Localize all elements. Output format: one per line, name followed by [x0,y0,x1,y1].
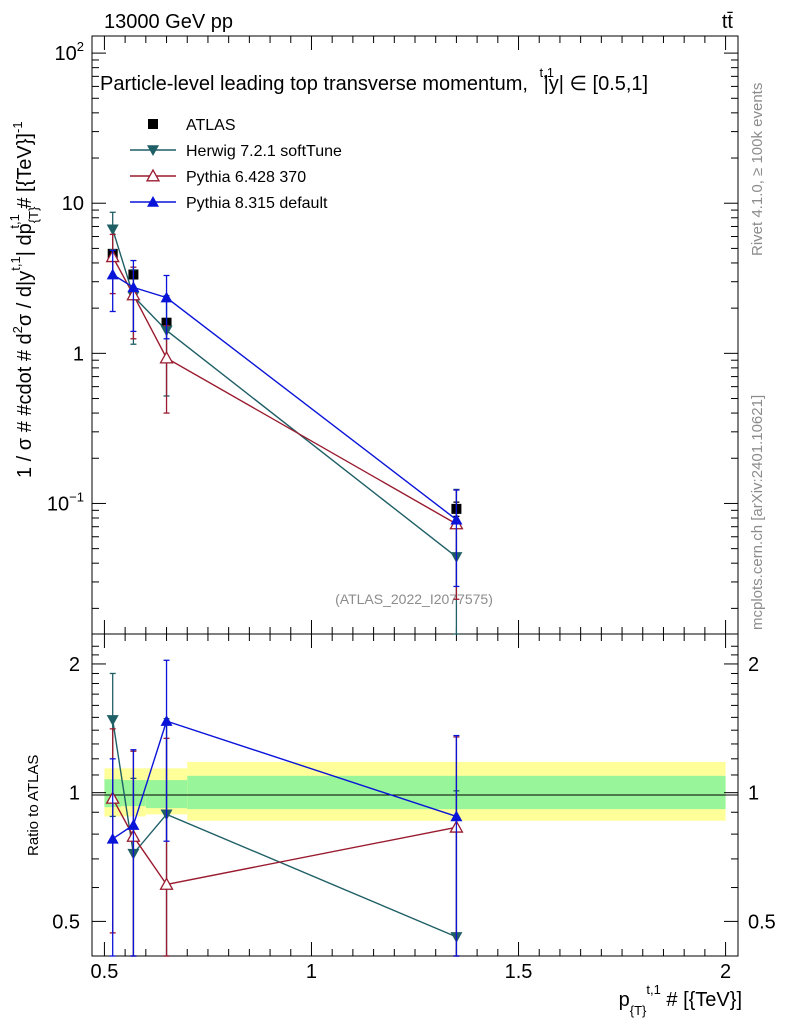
y-tick-label-main: 10−1 [47,489,84,515]
ratio-point-pythia-8-315-default [160,715,173,726]
ratio-y-axis-label: Ratio to ATLAS [25,755,42,856]
x-tick-label: 0.5 [91,961,119,983]
y-tick-label-ratio-right: 2 [748,654,759,676]
main-line-pythia-8-315-default [112,273,457,521]
legend: ATLAS Herwig 7.2.1 softTune Pythia 6.428… [130,117,342,212]
main-line-herwig-7-2-1-softtune [112,229,457,558]
y-tick-label-main: 10 [62,193,84,215]
y-tick-label-ratio-right: 1 [748,783,759,805]
legend-marker-pythia-8-315-default [147,196,159,207]
main-point-pythia-8-315-default [450,513,463,525]
ratio-point-pythia-8-315-default [450,810,463,822]
y-tick-label-ratio-right: 0.5 [748,911,776,933]
ratio-series [105,659,464,957]
title-text: Particle-level leading top transverse mo… [100,73,528,95]
x-tick-label: 2 [720,961,731,983]
title-range: ∈ [0.5,1] [570,73,649,95]
ratio-point-pythia-8-315-default [127,819,140,830]
main-line-pythia-6-428-370 [112,256,457,525]
y-tick-label-ratio-left: 1 [69,783,80,805]
analysis-watermark: (ATLAS_2022_I2077575) [335,591,493,607]
rivet-label: Rivet 4.1.0, ≥ 100k events [749,83,766,256]
plot-title: Particle-level leading top transverse mo… [100,60,648,95]
ratio-bands [104,761,726,821]
mcplots-label: mcplots.cern.ch [arXiv:2401.10621] [749,395,766,630]
legend-marker-pythia-6-428-370 [145,168,161,182]
title-y: y [549,73,559,95]
ratio-point-pythia-6-428-370 [159,877,174,890]
legend-label-pythia6: Pythia 6.428 370 [186,169,306,186]
ratio-point-pythia-8-315-default [106,832,119,844]
ratio-line-pythia-6-428-370 [112,797,457,886]
main-y-axis-label: 1 / σ # #cdot # d2σ / d|yt,1| dp{T}t,1 #… [7,121,41,478]
legend-label-herwig: Herwig 7.2.1 softTune [186,143,342,160]
x-tick-label: 1.5 [505,961,533,983]
energy-label: 13000 GeV pp [104,11,233,33]
title-y-sup: t,1 [540,65,554,80]
legend-marker-atlas [148,119,158,129]
main-point-herwig-7-2-1-softtune [106,224,119,236]
y-tick-label-ratio-left: 0.5 [52,911,80,933]
axis-tick-labels: 102 10 1 10−1 2 2 1 1 0.5 0.5 0.5 1 1.5 2 [47,39,776,983]
main-series [105,211,464,635]
legend-label-atlas: ATLAS [186,117,236,134]
axis-ticks [92,36,738,956]
y-tick-label-ratio-left: 2 [69,654,80,676]
main-point-pythia-8-315-default [106,268,119,280]
ratio-point-herwig-7-2-1-softtune [106,715,119,726]
y-tick-label-main: 1 [73,343,84,365]
legend-marker-herwig-7-2-1-softtune [147,145,159,156]
y-tick-label-main: 102 [55,39,84,65]
process-label: tt̄ [722,11,734,33]
ratio-line-herwig-7-2-1-softtune [112,719,457,938]
main-point-pythia-6-428-370 [159,350,174,364]
x-tick-label: 1 [306,961,317,983]
ratio-line-pythia-8-315-default [112,720,457,840]
x-axis-label: p{T}t,1 # [{TeV}] [619,982,742,1018]
main-point-pythia-8-315-default [127,281,140,293]
legend-label-pythia8: Pythia 8.315 default [186,195,328,212]
main-point-pythia-8-315-default [160,291,173,303]
